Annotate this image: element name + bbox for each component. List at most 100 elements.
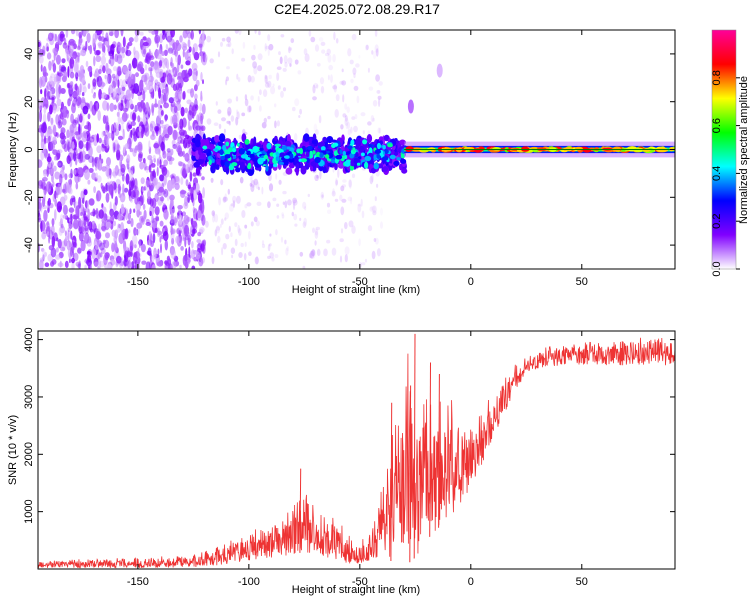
sparse-speck	[250, 221, 254, 227]
noise-speck	[83, 216, 88, 221]
band-speck	[235, 167, 241, 173]
band-spot	[232, 148, 237, 153]
sparse-speck	[206, 118, 212, 125]
noise-speck	[171, 261, 177, 269]
noise-speck	[71, 103, 76, 114]
noise-speck	[147, 154, 153, 161]
noise-speck	[101, 92, 107, 99]
noise-speck	[72, 51, 78, 59]
sparse-speck	[292, 106, 296, 112]
noise-speck	[47, 128, 52, 135]
noise-speck	[187, 110, 193, 121]
noise-speck	[46, 166, 49, 178]
band-spot	[266, 142, 272, 150]
noise-speck	[75, 205, 80, 217]
noise-speck	[49, 104, 53, 115]
noise-speck	[81, 92, 85, 97]
noise-speck	[163, 71, 167, 81]
noise-speck	[105, 115, 109, 126]
noise-speck	[79, 38, 84, 43]
noise-speck	[92, 38, 96, 48]
snr-panel: -150 -100 -50 0 50 1000 2000 3000 4000 Height o…	[7, 327, 676, 596]
noise-speck	[171, 237, 175, 245]
sparse-speck	[323, 248, 328, 257]
noise-speck	[146, 102, 149, 114]
noise-speck	[193, 103, 197, 115]
noise-speck	[49, 75, 53, 85]
band-spot	[265, 165, 269, 172]
noise-speck	[70, 213, 73, 225]
noise-speck	[180, 131, 185, 141]
sparse-speck	[341, 80, 347, 86]
noise-speck	[95, 102, 99, 112]
sparse-speck	[279, 56, 283, 65]
noise-speck	[128, 170, 134, 182]
sparse-speck	[371, 250, 376, 260]
noise-speck	[65, 30, 69, 38]
sparse-speck	[362, 130, 365, 135]
noise-speck	[97, 110, 101, 121]
noise-speck	[150, 134, 156, 141]
band-speck	[300, 165, 307, 175]
noise-speck	[111, 242, 115, 253]
sparse-speck	[224, 217, 227, 221]
noise-speck	[99, 252, 103, 258]
sparse-speck	[340, 124, 344, 130]
spectrogram-y-axis: -40 -20 0 20 40	[23, 48, 675, 253]
sparse-speck	[365, 44, 369, 51]
sparse-speck	[264, 74, 267, 79]
noise-speck	[138, 125, 142, 132]
sparse-speck	[272, 83, 275, 87]
noise-speck	[77, 152, 84, 164]
sparse-speck	[224, 193, 227, 200]
noise-speck	[103, 45, 106, 54]
sparse-speck	[282, 190, 287, 195]
noise-speck	[92, 208, 96, 217]
noise-speck	[58, 251, 64, 259]
sparse-speck	[351, 33, 357, 41]
noise-speck	[118, 224, 121, 229]
noise-speck	[69, 188, 73, 195]
y-tick-label: 2000	[23, 442, 35, 466]
band-speck	[288, 163, 295, 169]
sparse-speck	[231, 254, 234, 259]
noise-speck	[117, 223, 121, 234]
noise-speck	[131, 57, 138, 69]
noise-speck	[121, 86, 126, 92]
noise-speck	[98, 88, 102, 100]
noise-speck	[169, 174, 175, 179]
sparse-speck	[250, 95, 254, 101]
noise-speck	[151, 92, 154, 99]
noise-speck	[81, 97, 86, 104]
noise-speck	[38, 217, 42, 223]
noise-speck	[113, 104, 117, 111]
sparse-speck	[372, 51, 377, 60]
noise-speck	[157, 99, 161, 110]
sparse-speck	[342, 113, 347, 118]
noise-speck	[156, 166, 159, 177]
noise-speck	[75, 99, 80, 107]
noise-speck	[102, 65, 106, 74]
y-tick-label: 4000	[23, 327, 35, 351]
noise-speck	[192, 189, 198, 201]
noise-speck	[120, 30, 124, 37]
band-spot	[339, 149, 343, 155]
noise-speck	[168, 97, 174, 104]
band-spot	[217, 141, 223, 146]
noise-speck	[200, 125, 206, 132]
colorbar: 0.0 0.2 0.4 0.6 0.8 Normalized spectral ampl…	[711, 29, 750, 277]
noise-speck	[48, 141, 51, 152]
noise-speck	[193, 208, 198, 220]
noise-speck	[147, 247, 152, 257]
sparse-speck	[331, 190, 336, 197]
noise-speck	[154, 148, 161, 155]
noise-speck	[51, 259, 57, 265]
sparse-speck	[228, 120, 231, 126]
noise-speck	[187, 39, 191, 48]
noise-speck	[141, 260, 147, 265]
sparse-speck	[250, 75, 255, 83]
noise-speck	[159, 174, 165, 182]
noise-speck	[194, 121, 198, 129]
noise-speck	[200, 71, 203, 82]
sparse-speck	[378, 127, 382, 134]
